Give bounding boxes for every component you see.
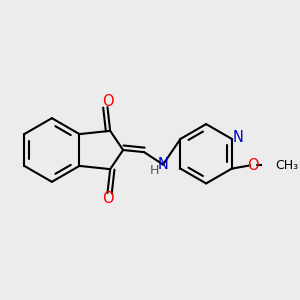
- Text: N: N: [158, 157, 169, 172]
- Text: O: O: [102, 191, 113, 206]
- Text: H: H: [150, 164, 160, 177]
- Text: O: O: [102, 94, 113, 109]
- Text: CH₃: CH₃: [275, 159, 298, 172]
- Text: N: N: [232, 130, 243, 146]
- Text: O: O: [247, 158, 259, 173]
